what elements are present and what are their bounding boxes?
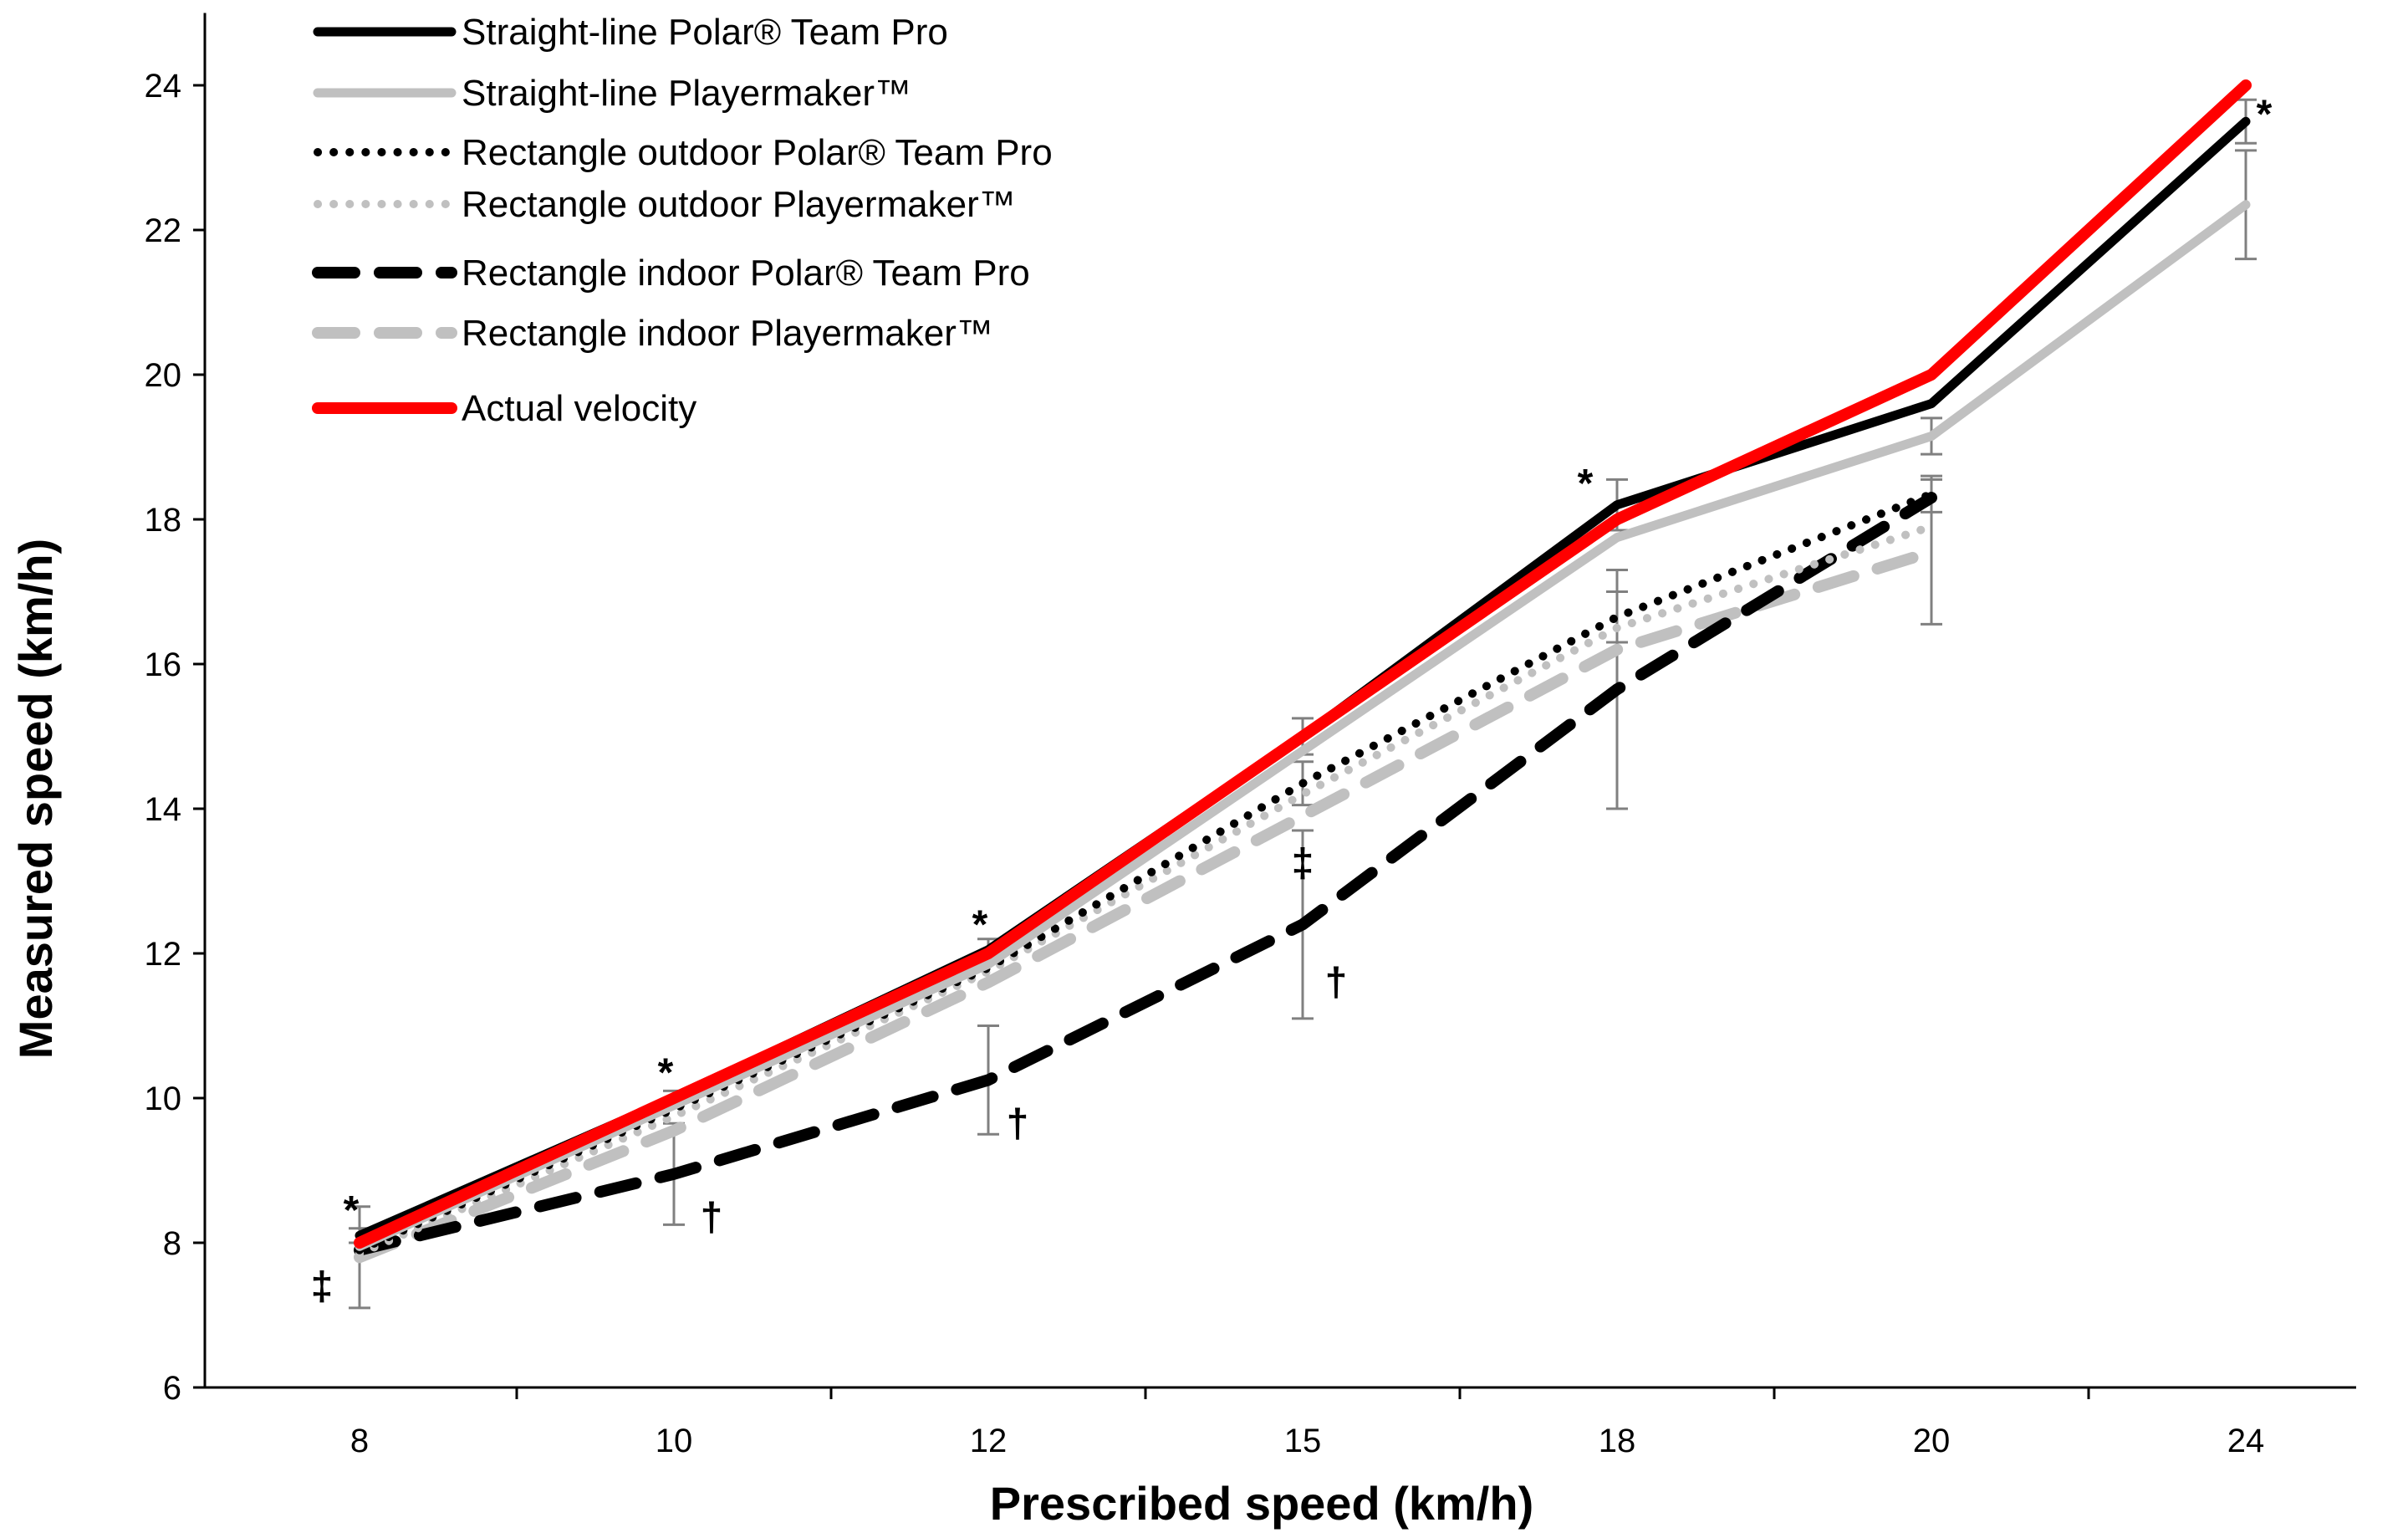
x-tick-label: 18 — [1599, 1423, 1636, 1459]
y-tick-label: 24 — [145, 68, 182, 105]
x-axis-title: Prescribed speed (km/h) — [990, 1477, 1533, 1530]
legend: Straight-line Polar® Team Pro Straight-li… — [312, 12, 1053, 429]
x-tick-label: 15 — [1284, 1423, 1322, 1459]
y-tick-label: 20 — [145, 357, 182, 394]
y-tick-label: 8 — [163, 1225, 181, 1262]
significance-marker: † — [1007, 1101, 1029, 1146]
significance-marker: * — [972, 902, 988, 947]
significance-marker: * — [1578, 462, 1594, 506]
legend-label: Rectangle outdoor Playermaker™ — [462, 184, 1016, 225]
y-axis-ticks: 6 8 10 12 14 16 18 20 22 24 — [145, 68, 205, 1407]
y-tick-label: 12 — [145, 936, 182, 973]
significance-marker: † — [1325, 961, 1348, 1005]
y-tick-label: 18 — [145, 502, 182, 539]
significance-marker: ‡ — [1292, 841, 1314, 886]
legend-entry: Rectangle outdoor Polar® Team Pro — [314, 132, 1053, 173]
series-line-rectangle-indoor-polar-team-pro — [354, 492, 1937, 1256]
x-axis-ticks: 8 10 12 15 18 20 24 — [350, 1387, 2264, 1459]
legend-entry: Actual velocity — [312, 388, 696, 429]
legend-label: Rectangle indoor Polar® Team Pro — [462, 253, 1030, 294]
legend-label: Actual velocity — [462, 388, 696, 429]
legend-label: Rectangle indoor Playermaker™ — [462, 313, 993, 354]
significance-marker: † — [701, 1196, 723, 1240]
x-tick-label: 12 — [970, 1423, 1008, 1459]
legend-entry: Rectangle indoor Polar® Team Pro — [312, 253, 1030, 294]
series-line-actual-velocity — [354, 79, 2252, 1249]
legend-label: Straight-line Playermaker™ — [462, 73, 911, 114]
legend-label: Straight-line Polar® Team Pro — [462, 12, 948, 53]
x-tick-label: 8 — [350, 1423, 369, 1459]
y-tick-label: 22 — [145, 212, 182, 249]
series-line-straight-line-playermaker — [355, 200, 2251, 1251]
y-tick-label: 6 — [163, 1370, 181, 1407]
series-line-rectangle-outdoor-playermaker — [355, 522, 1936, 1258]
y-tick-label: 16 — [145, 646, 182, 683]
legend-entry: Rectangle outdoor Playermaker™ — [314, 184, 1016, 225]
axes — [203, 13, 2356, 1389]
significance-marker: * — [658, 1051, 674, 1096]
legend-entry: Straight-line Playermaker™ — [313, 73, 911, 114]
significance-marker: * — [344, 1188, 360, 1233]
x-tick-label: 24 — [2227, 1423, 2265, 1459]
legend-label: Rectangle outdoor Polar® Team Pro — [462, 132, 1053, 173]
y-tick-label: 10 — [145, 1081, 182, 1117]
significance-marker: ‡ — [311, 1265, 334, 1309]
series-line-rectangle-indoor-playermaker — [354, 545, 1937, 1264]
series-lines — [354, 79, 2252, 1264]
legend-entry: Straight-line Polar® Team Pro — [313, 12, 948, 53]
legend-entry: Rectangle indoor Playermaker™ — [312, 313, 993, 354]
x-tick-label: 10 — [656, 1423, 693, 1459]
y-axis-title: Measured speed (km/h) — [9, 539, 62, 1059]
significance-marker: * — [2257, 93, 2273, 137]
x-tick-label: 20 — [1913, 1423, 1951, 1459]
significance-markers: *‡*†*†‡†** — [311, 93, 2273, 1309]
y-tick-label: 14 — [145, 791, 182, 828]
